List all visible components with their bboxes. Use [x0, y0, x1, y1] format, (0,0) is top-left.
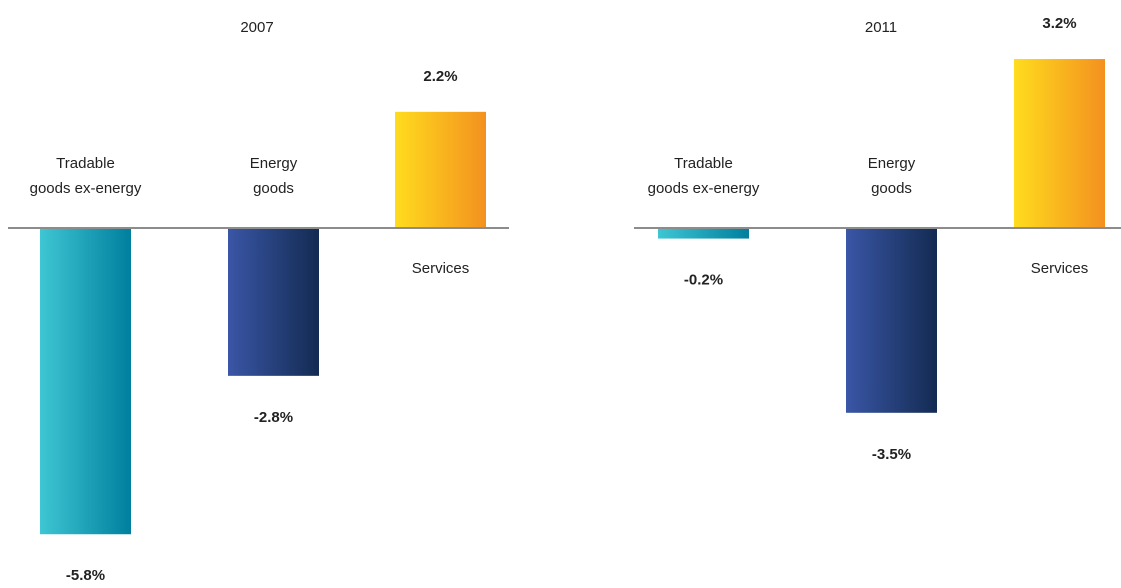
category-label-tradable-goods: Tradable goods ex-energy	[648, 155, 760, 197]
category-label-line: Tradable	[674, 155, 733, 172]
panel-title: 2007	[240, 19, 273, 36]
value-label-services: 2.2%	[423, 68, 457, 85]
category-label-services: Services	[1031, 260, 1089, 277]
category-label-line: Services	[412, 260, 470, 277]
value-label-tradable-goods: -0.2%	[684, 272, 723, 289]
category-label-line: Energy	[868, 155, 916, 172]
value-label-energy-goods: -3.5%	[872, 446, 911, 463]
value-label-energy-goods: -2.8%	[254, 409, 293, 426]
bar-tradable-goods	[40, 228, 131, 535]
category-label-line: Energy	[250, 155, 298, 172]
bar-services	[1014, 59, 1105, 228]
category-label-line: goods ex-energy	[648, 180, 760, 197]
category-label-line: Tradable	[56, 155, 115, 172]
category-label-energy-goods: Energy goods	[868, 155, 916, 197]
category-label-line: Services	[1031, 260, 1089, 277]
bar-energy-goods	[846, 228, 937, 413]
category-label-line: goods	[253, 180, 294, 197]
bar-services	[395, 111, 486, 228]
bar-energy-goods	[228, 228, 319, 376]
category-label-line: goods ex-energy	[30, 180, 142, 197]
value-label-tradable-goods: -5.8%	[66, 567, 105, 583]
category-label-line: goods	[871, 180, 912, 197]
value-label-services: 3.2%	[1042, 15, 1076, 32]
bar-tradable-goods	[658, 228, 749, 239]
category-label-tradable-goods: Tradable goods ex-energy	[30, 155, 142, 197]
category-label-services: Services	[412, 260, 470, 277]
chart-panel-2007: 2007 -5.8% Tradable goods ex-energy -2.8% Ene…	[8, 19, 509, 584]
category-label-energy-goods: Energy goods	[250, 155, 298, 197]
chart-panel-2011: 2011 -0.2% Tradable goods ex-energy -3.5% Ene…	[634, 15, 1121, 463]
panel-title: 2011	[865, 19, 897, 36]
